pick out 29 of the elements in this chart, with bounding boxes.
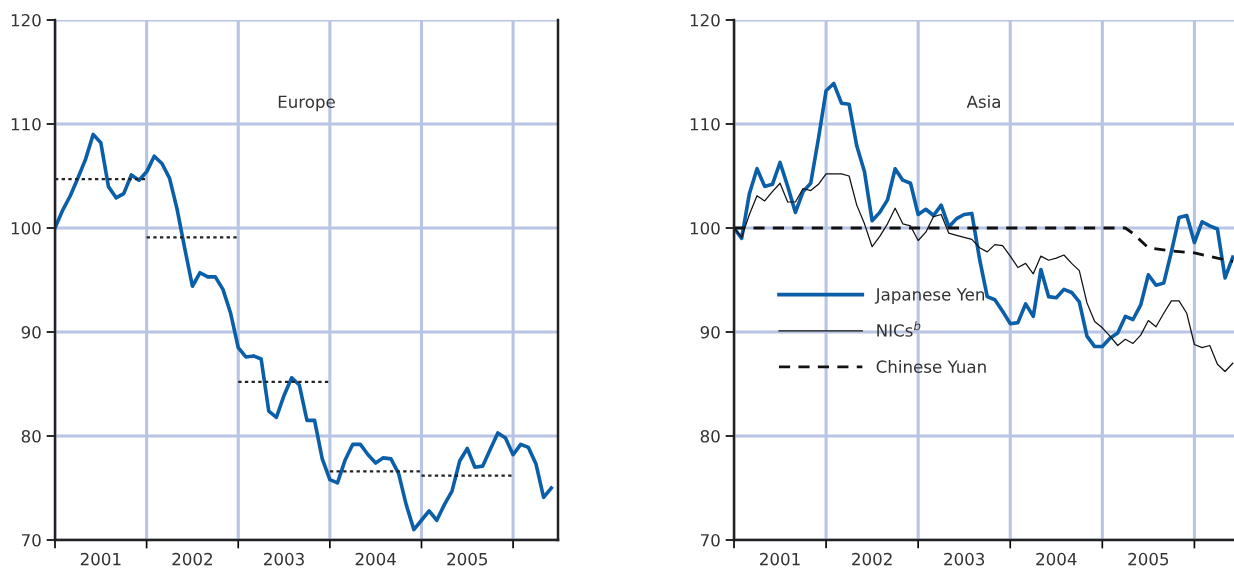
y-tick-label: 120 [690,13,720,27]
y-tick-label: 90 [21,325,41,339]
text: Asia [966,95,1000,109]
x-tick-label: 2005 [447,552,488,566]
y-tick-label: 70 [700,533,720,547]
legend-label: NICs$^{b}$ [877,321,921,337]
y-tick-label: 110 [11,117,41,131]
x-tick-label: 2005 [1128,552,1169,566]
line-series [55,132,554,532]
x-tick-label: 2003 [944,552,985,566]
x-tick-label: 2001 [760,552,800,566]
y-tick-label: 100 [11,221,41,235]
legend-label: Japanese Yen [874,288,985,304]
y-tick-label: 120 [11,13,41,27]
y-tick-label: 70 [21,533,41,547]
x-tick-label: 2002 [172,552,212,566]
line-series [734,81,1234,349]
y-tick-label: 90 [700,325,720,339]
legend-label: Chinese Yuan [876,360,986,373]
x-tick-label: 2004 [355,552,396,566]
y-tick-label: 110 [690,117,720,131]
y-tick-label: 80 [700,429,720,443]
y-tick-label: 100 [690,221,720,235]
x-tick-label: 2002 [852,552,892,566]
x-tick-label: 2001 [80,552,121,566]
x-tick-label: 2004 [1036,552,1077,566]
x-tick-label: 2003 [264,552,304,566]
text: Europe [278,95,335,112]
y-tick-label: 80 [21,429,41,443]
